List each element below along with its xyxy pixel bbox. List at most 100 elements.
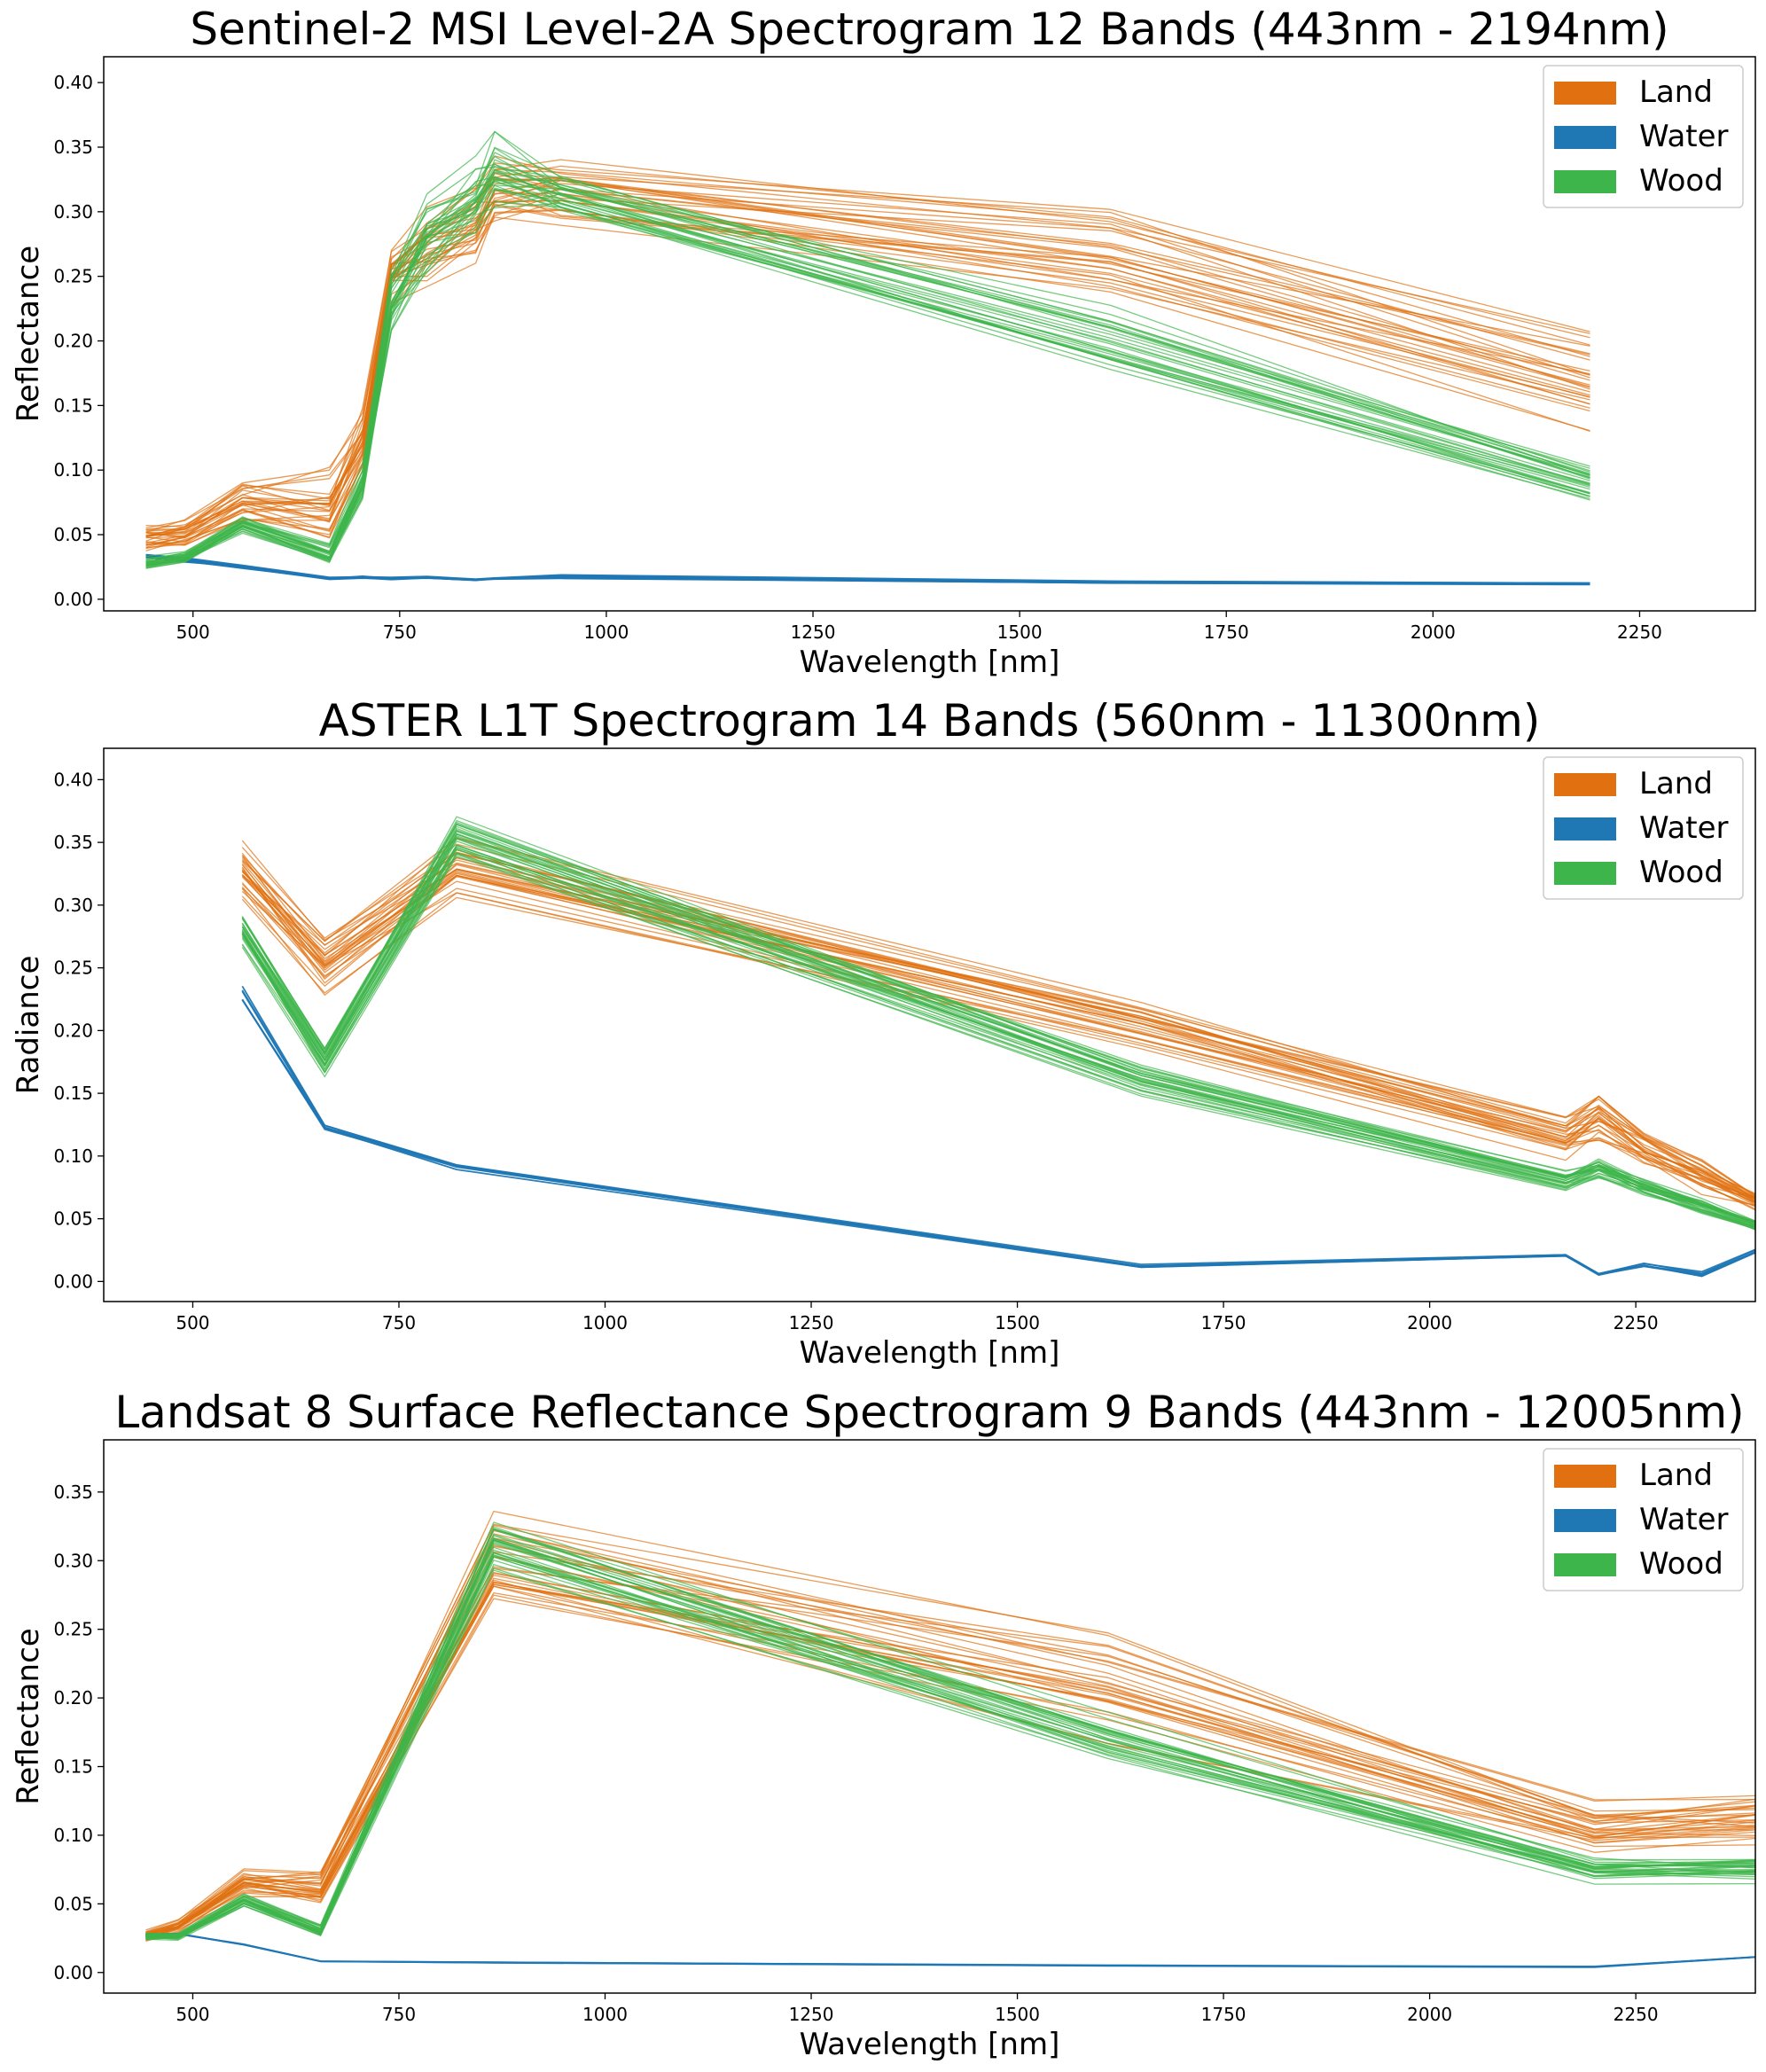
series-line	[241, 856, 1755, 1229]
y-tick-label: 0.15	[53, 1083, 93, 1104]
series-line	[145, 159, 1590, 564]
y-tick-label: 0.30	[53, 895, 93, 916]
chart-title: Landsat 8 Surface Reflectance Spectrogra…	[114, 1387, 1744, 1438]
legend: Land Water Wood	[1543, 756, 1744, 900]
legend-swatch-water	[1554, 1509, 1616, 1532]
series-line	[145, 180, 1590, 537]
y-tick-label: 0.20	[53, 331, 93, 352]
series-line	[145, 202, 1590, 567]
series-line	[145, 177, 1590, 567]
y-tick-label: 0.10	[53, 459, 93, 481]
x-tick-label: 1500	[995, 2004, 1040, 2025]
legend-label-land: Land	[1639, 766, 1713, 801]
series-line	[241, 872, 1755, 1202]
legend-label-land: Land	[1639, 74, 1713, 110]
series-line	[145, 1534, 1755, 1939]
plot-area	[145, 1510, 1755, 1968]
series-line	[241, 874, 1755, 1208]
x-tick-label: 1000	[582, 2004, 628, 2025]
series-water	[241, 985, 1755, 1278]
series-line	[241, 869, 1755, 1200]
y-tick-label: 0.40	[53, 769, 93, 790]
x-axis-label: Wavelength [nm]	[800, 645, 1060, 680]
y-tick-label: 0.10	[53, 1145, 93, 1167]
series-line	[145, 1533, 1755, 1937]
series-line	[145, 1537, 1755, 1934]
y-tick-label: 0.00	[53, 1962, 93, 1983]
legend-swatch-water	[1554, 817, 1616, 841]
series-water	[145, 553, 1590, 586]
y-tick-label: 0.30	[53, 201, 93, 223]
series-line	[145, 1538, 1755, 1935]
legend-swatch-wood	[1554, 170, 1616, 193]
x-tick-label: 1500	[995, 1312, 1040, 1333]
series-line	[241, 840, 1755, 1197]
x-tick-label: 2000	[1410, 622, 1456, 643]
series-line	[145, 1568, 1755, 1941]
series-line	[145, 1523, 1755, 1931]
legend-label-land: Land	[1639, 1458, 1713, 1493]
series-line	[145, 193, 1590, 569]
series-water	[145, 1932, 1755, 1968]
series-line	[241, 868, 1755, 1200]
legend-label-water: Water	[1639, 1502, 1729, 1537]
y-tick-label: 0.15	[53, 395, 93, 416]
series-line	[145, 216, 1590, 549]
plot-frame	[103, 747, 1756, 1302]
y-tick-label: 0.05	[53, 1893, 93, 1914]
chart-panel-1: Sentinel-2 MSI Level-2A Spectrogram 12 B…	[11, 4, 1756, 680]
x-axis-label: Wavelength [nm]	[800, 2027, 1060, 2062]
series-line	[145, 1537, 1755, 1933]
y-tick-label: 0.00	[53, 1271, 93, 1292]
y-tick-label: 0.20	[53, 1687, 93, 1708]
legend-label-wood: Wood	[1639, 163, 1723, 199]
series-line	[145, 169, 1590, 565]
series-line	[145, 166, 1590, 563]
series-line	[145, 146, 1590, 563]
plot-area	[241, 816, 1755, 1278]
series-line	[145, 178, 1590, 566]
series-line	[241, 890, 1755, 1207]
series-line	[241, 852, 1755, 1200]
series-line	[145, 1529, 1755, 1935]
x-tick-label: 750	[383, 622, 417, 643]
legend-swatch-wood	[1554, 862, 1616, 885]
plot-area	[145, 130, 1590, 586]
series-line	[241, 880, 1755, 1202]
legend-label-wood: Wood	[1639, 1546, 1723, 1582]
series-line	[145, 171, 1590, 567]
plot-frame	[103, 56, 1756, 612]
x-tick-label: 2000	[1407, 2004, 1452, 2025]
legend-swatch-wood	[1554, 1553, 1616, 1576]
series-line	[241, 853, 1755, 1231]
x-tick-label: 1750	[1201, 2004, 1246, 2025]
x-tick-label: 2000	[1407, 1312, 1452, 1333]
series-line	[241, 888, 1755, 1210]
series-land	[145, 1510, 1755, 1943]
y-tick-label: 0.35	[53, 832, 93, 853]
x-tick-label: 500	[176, 2004, 209, 2025]
series-line	[145, 1528, 1755, 1936]
y-tick-label: 0.10	[53, 1825, 93, 1846]
x-tick-label: 1250	[789, 1312, 834, 1333]
series-line	[145, 554, 1590, 585]
series-line	[145, 200, 1590, 569]
series-line	[241, 835, 1755, 1224]
series-line	[145, 176, 1590, 564]
legend-swatch-land	[1554, 1465, 1616, 1488]
series-line	[145, 165, 1590, 566]
series-line	[145, 1510, 1755, 1934]
series-line	[145, 1529, 1755, 1936]
series-line	[145, 1598, 1755, 1938]
series-line	[145, 1563, 1755, 1941]
series-land	[241, 837, 1755, 1211]
y-tick-label: 0.05	[53, 1208, 93, 1230]
series-wood	[145, 1521, 1755, 1942]
series-line	[145, 1528, 1755, 1937]
series-line	[145, 1537, 1755, 1938]
plot-frame	[103, 1439, 1756, 1994]
series-line	[241, 848, 1755, 1228]
x-tick-label: 1250	[791, 622, 836, 643]
series-wood	[145, 130, 1590, 569]
